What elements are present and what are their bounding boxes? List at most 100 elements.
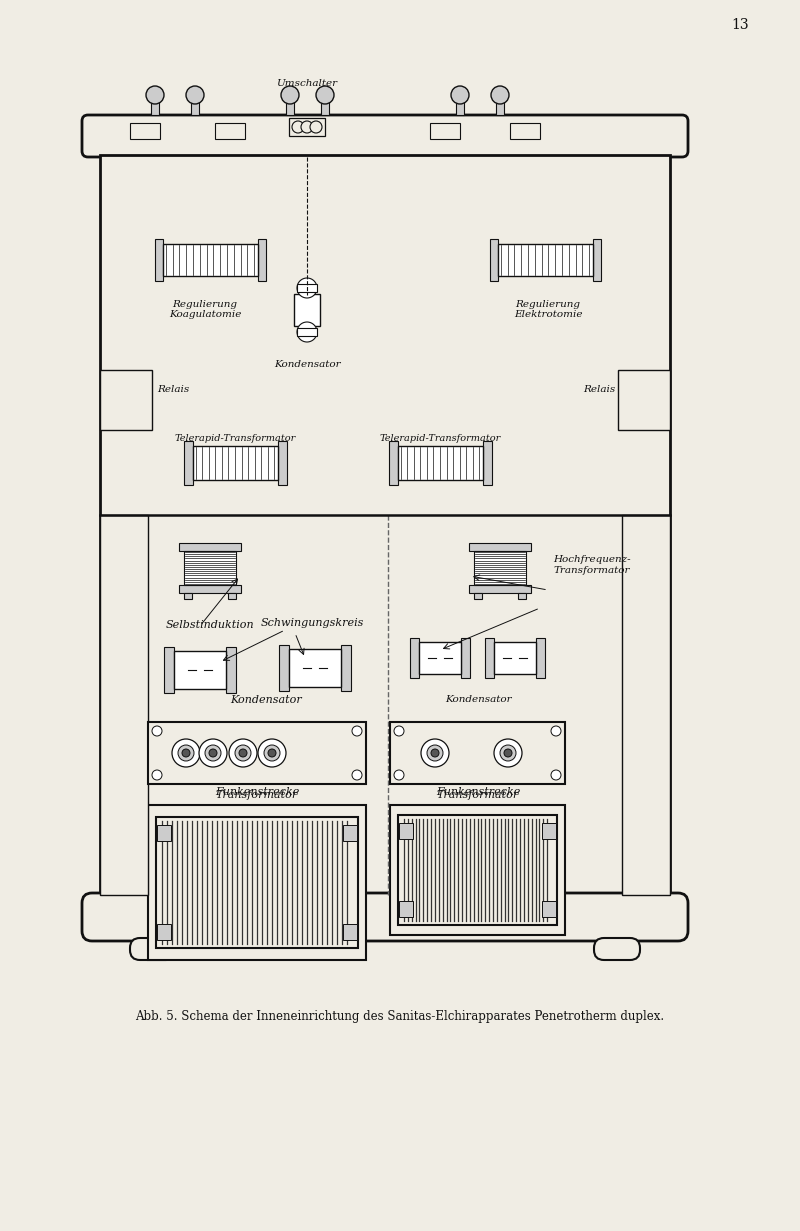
Bar [496,101,504,114]
Text: 13: 13 [731,18,749,32]
Bar [593,239,601,281]
Bar [469,543,531,551]
Bar [289,649,341,687]
Bar [485,638,494,678]
Circle shape [235,745,251,761]
Bar [215,123,245,139]
Circle shape [264,745,280,761]
Text: Regulierung
Koagulatomie: Regulierung Koagulatomie [169,300,241,319]
Circle shape [310,121,322,133]
Bar [157,825,171,841]
Circle shape [281,86,299,103]
Bar [191,101,199,114]
Circle shape [229,739,257,767]
Text: Kondensator: Kondensator [445,696,511,704]
FancyBboxPatch shape [130,938,176,960]
Text: Selbstinduktion: Selbstinduktion [166,620,254,630]
Bar [390,805,565,936]
Bar [399,824,413,840]
Bar [482,441,491,485]
Text: Funkenstrecke: Funkenstrecke [215,787,299,796]
Circle shape [146,86,164,103]
Text: Kondensator: Kondensator [230,696,302,705]
Circle shape [427,745,443,761]
Circle shape [500,745,516,761]
Text: Telerapid-Transformator: Telerapid-Transformator [379,435,501,443]
Circle shape [394,771,404,780]
Circle shape [297,278,317,298]
Bar [498,244,593,276]
Bar [461,638,470,678]
Circle shape [199,739,227,767]
Bar [179,585,241,593]
Bar [183,441,193,485]
Circle shape [504,748,512,757]
Bar [289,118,325,135]
Bar [510,123,540,139]
Circle shape [205,745,221,761]
Bar [100,515,148,895]
Bar [162,244,258,276]
Bar [321,101,329,114]
Text: Telerapid-Transformator: Telerapid-Transformator [174,435,296,443]
Text: Kondensator: Kondensator [274,359,340,369]
Bar [294,294,320,326]
Bar [474,551,526,585]
Text: Transformator: Transformator [216,790,298,800]
Circle shape [494,739,522,767]
Bar [419,643,461,675]
Bar [622,515,670,895]
Bar [474,593,482,599]
Circle shape [431,748,439,757]
Circle shape [178,745,194,761]
Bar [179,543,241,551]
Bar [399,901,413,917]
Circle shape [292,121,304,133]
Bar [279,645,289,691]
Circle shape [152,726,162,736]
Text: Relais: Relais [582,385,615,394]
Circle shape [551,771,561,780]
Circle shape [451,86,469,103]
Bar [100,371,152,430]
Bar [148,805,366,960]
Circle shape [172,739,200,767]
Bar [398,815,557,924]
Bar [389,441,398,485]
Bar [226,648,236,693]
Bar [228,593,236,599]
Bar [100,155,670,895]
Bar [542,824,556,840]
Bar [542,901,556,917]
Bar [343,825,357,841]
Bar [184,593,192,599]
Bar [286,101,294,114]
FancyBboxPatch shape [82,892,688,940]
Circle shape [268,748,276,757]
Circle shape [352,726,362,736]
Circle shape [551,726,561,736]
Bar [618,371,670,430]
Bar [343,924,357,940]
Bar [469,585,531,593]
Circle shape [182,748,190,757]
Bar [518,593,526,599]
Bar [456,101,464,114]
Bar [341,645,351,691]
Bar [410,638,419,678]
Text: Umschalter: Umschalter [277,79,338,87]
Circle shape [421,739,449,767]
Bar [154,239,162,281]
Bar [193,446,278,480]
Circle shape [297,323,317,342]
Bar [430,123,460,139]
Bar [398,446,482,480]
Text: Hochfrequenz-
Transformator: Hochfrequenz- Transformator [553,555,630,575]
Circle shape [239,748,247,757]
Bar [130,123,160,139]
Circle shape [352,771,362,780]
Circle shape [301,121,313,133]
Circle shape [152,771,162,780]
Text: Regulierung
Elektrotomie: Regulierung Elektrotomie [514,300,582,319]
Circle shape [209,748,217,757]
